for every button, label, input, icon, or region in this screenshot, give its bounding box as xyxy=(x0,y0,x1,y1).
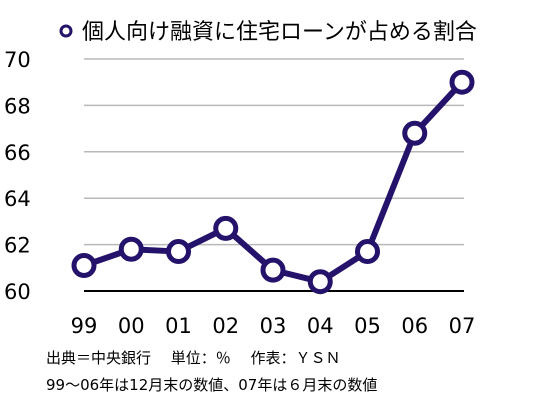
y-axis-ticks: 60 62 64 66 68 70 xyxy=(4,48,31,304)
series-group xyxy=(71,69,475,295)
x-tick-label: 04 xyxy=(307,314,334,338)
data-point xyxy=(355,239,380,265)
x-tick-label: 06 xyxy=(401,314,428,338)
x-tick-label: 05 xyxy=(354,314,381,338)
gridlines xyxy=(84,58,464,292)
y-tick-label: 70 xyxy=(4,48,31,72)
data-point xyxy=(166,239,191,265)
data-point xyxy=(402,120,428,146)
y-tick-label: 62 xyxy=(4,234,31,258)
data-point xyxy=(118,236,144,262)
data-point xyxy=(213,215,239,241)
data-point xyxy=(449,69,475,95)
x-tick-label: 07 xyxy=(449,314,476,338)
period-note: 99〜06年は12月末の数値、07年は６月末の数値 xyxy=(46,376,378,394)
x-tick-label: 01 xyxy=(165,314,192,338)
chart-legend: 個人向け融資に住宅ローンが占める割合 xyxy=(59,20,477,45)
y-tick-label: 60 xyxy=(4,280,31,304)
y-tick-label: 64 xyxy=(4,187,31,211)
x-tick-label: 00 xyxy=(118,314,145,338)
x-tick-label: 99 xyxy=(71,314,98,338)
legend-marker xyxy=(59,24,73,38)
data-point xyxy=(260,257,286,283)
source-note: 出典＝中央銀行 単位：％ 作表：ＹＳＮ xyxy=(46,349,341,367)
x-tick-label: 02 xyxy=(212,314,239,338)
data-point xyxy=(71,252,97,278)
x-tick-label: 03 xyxy=(260,314,287,338)
y-tick-label: 66 xyxy=(4,141,31,165)
y-tick-label: 68 xyxy=(4,94,31,118)
data-point xyxy=(307,269,333,295)
x-axis-ticks: 99 00 01 02 03 04 05 06 07 xyxy=(71,314,476,338)
chart-title: 個人向け融資に住宅ローンが占める割合 xyxy=(82,20,477,45)
